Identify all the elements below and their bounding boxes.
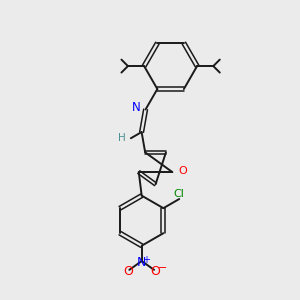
Text: O: O [123,265,133,278]
Text: N: N [137,256,146,269]
Text: O: O [151,265,160,278]
Text: Cl: Cl [173,189,184,199]
Text: N: N [132,100,141,114]
Text: O: O [179,166,188,176]
Text: +: + [142,255,150,265]
Text: H: H [118,133,126,143]
Text: −: − [158,262,168,272]
